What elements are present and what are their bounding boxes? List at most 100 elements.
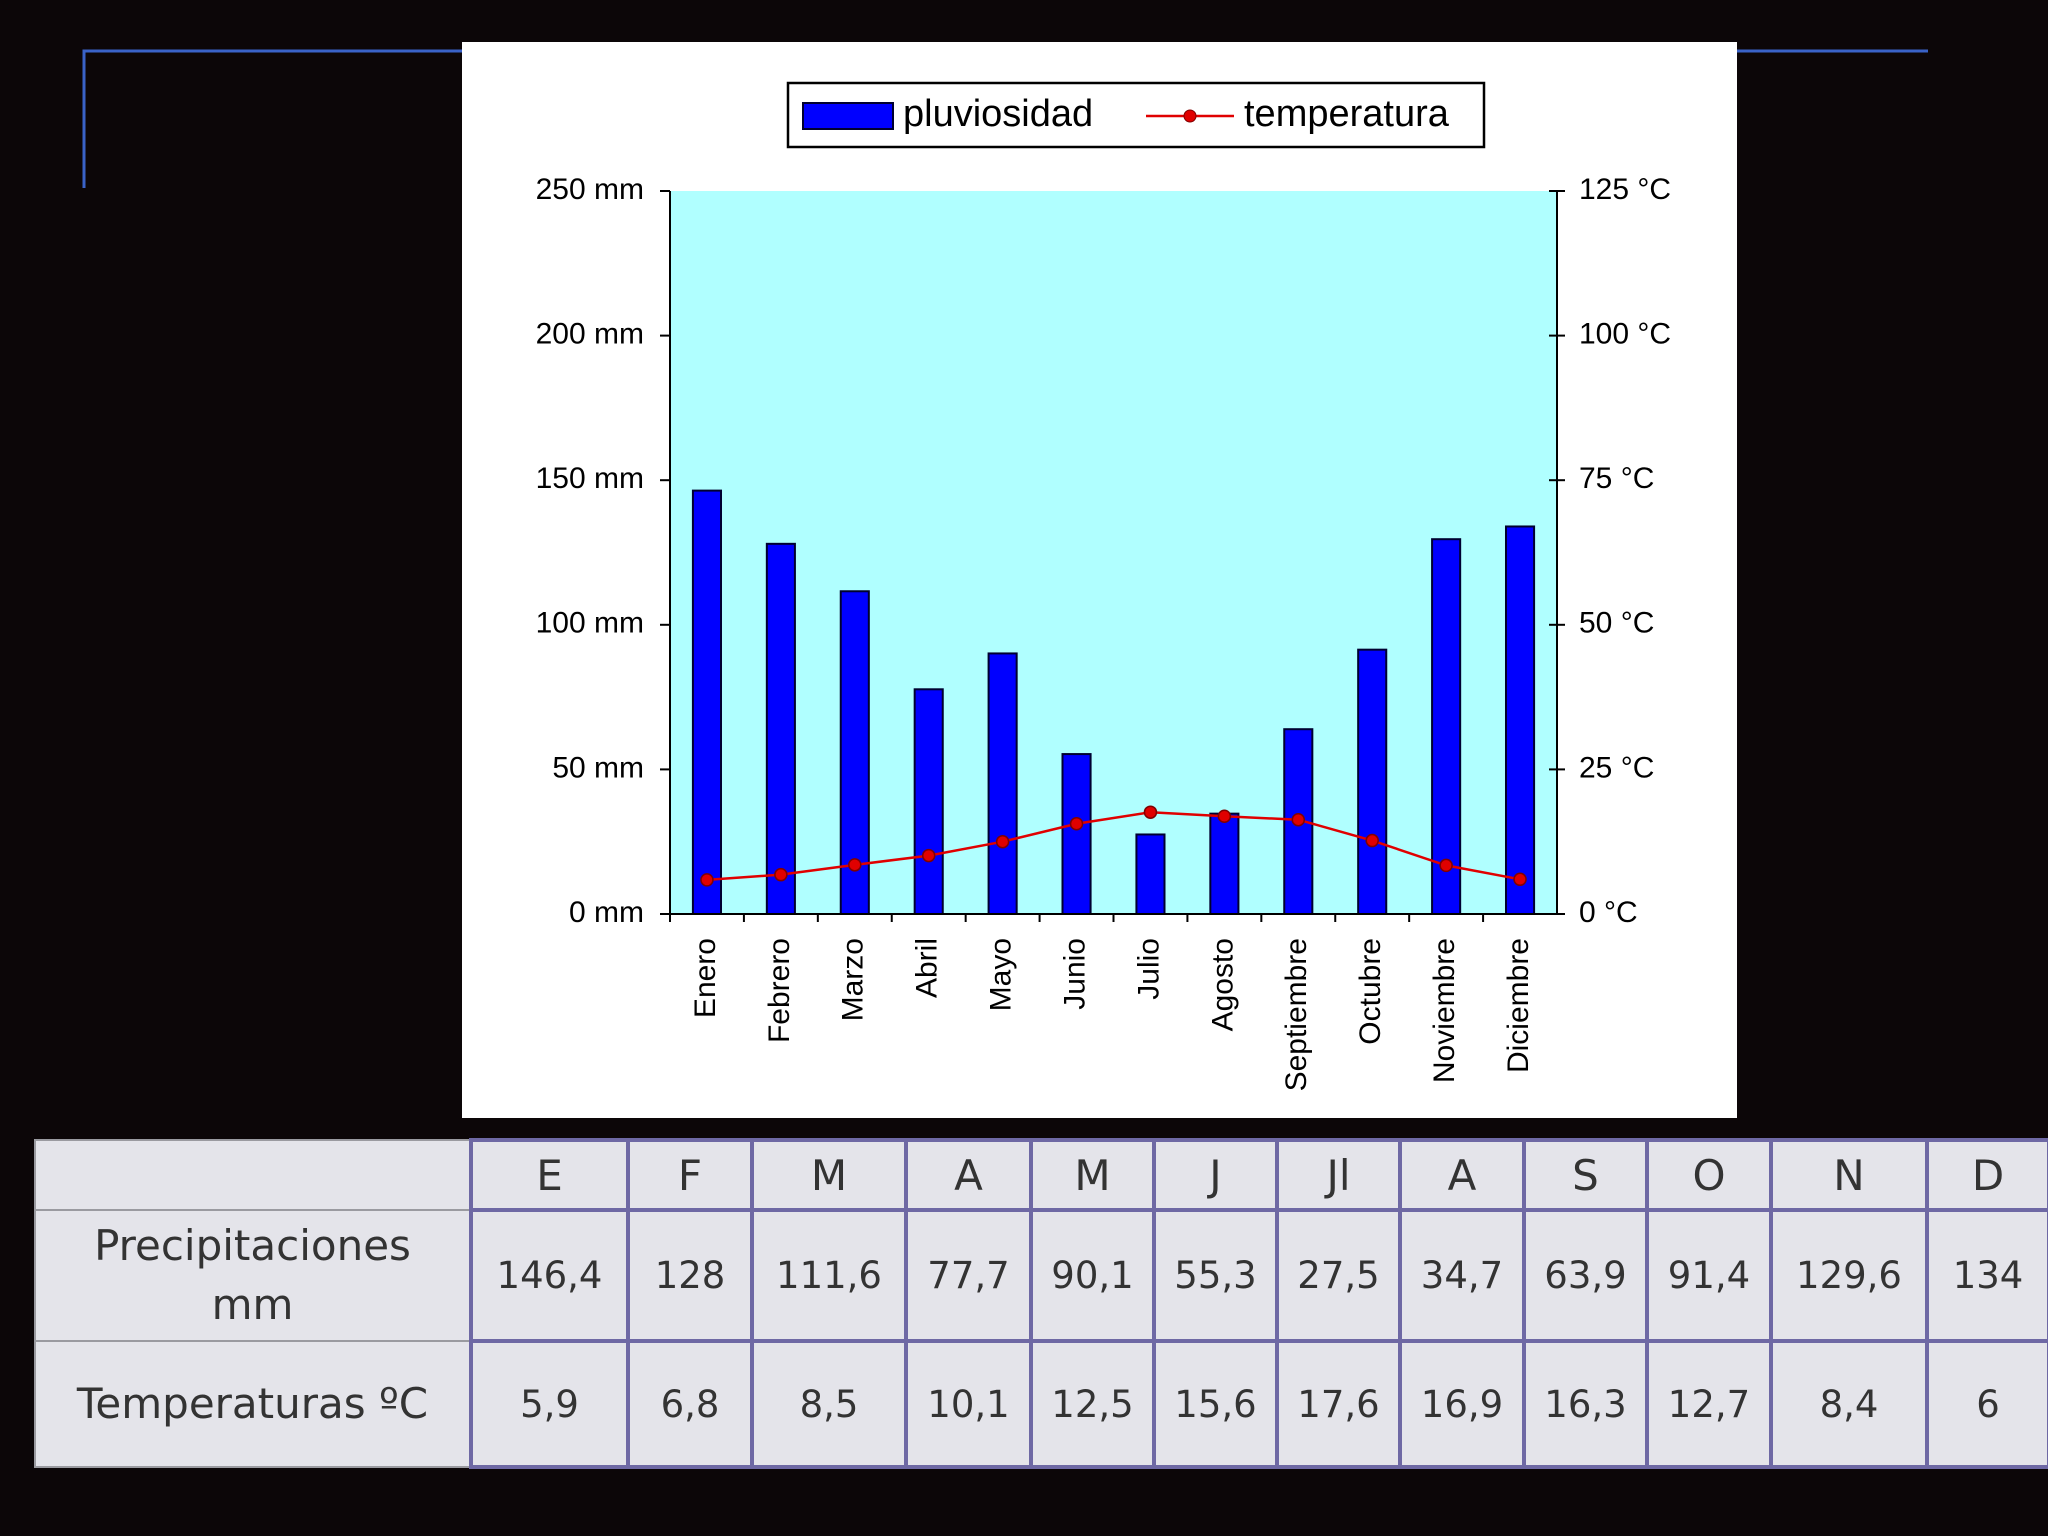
data-cell: 111,6 (750, 1208, 908, 1343)
y-tick-label: 150 mm (536, 462, 644, 495)
legend-label: pluviosidad (903, 93, 1093, 135)
data-cell-text: 90,1 (1051, 1254, 1134, 1297)
y2-tick-label: 75 °C (1579, 462, 1654, 495)
y2-tick-label: 125 °C (1579, 173, 1671, 206)
chart: 0 mm 50 mm 100 mm 150 mm 200 mm 250 mm 0 °C 25 … (462, 42, 1737, 1118)
data-cell: 129,6 (1769, 1208, 1929, 1343)
x-tick-label: Junio (1058, 938, 1091, 1010)
data-cell: 8,4 (1769, 1339, 1929, 1469)
data-row: Temperaturas ºC 5,9 6,8 8,5 10,1 12,5 15,6 17,6… (34, 1339, 2048, 1469)
data-cell-text: 6 (1976, 1382, 2000, 1426)
legend-box (786, 81, 1486, 149)
bar (1135, 833, 1166, 915)
data-cell-text: 12,5 (1051, 1382, 1134, 1426)
y-tick-label: 0 mm (569, 896, 644, 929)
x-tick-label: Agosto (1206, 938, 1239, 1031)
line-marker (774, 867, 788, 882)
data-cell-text: 134 (1952, 1254, 2024, 1297)
bar (765, 542, 796, 915)
data-cell: 55,3 (1152, 1208, 1279, 1343)
legend-marker (1183, 109, 1197, 123)
data-cell: 63,9 (1522, 1208, 1649, 1343)
data-cell: 77,7 (904, 1208, 1033, 1343)
legend-label: temperatura (1244, 93, 1450, 135)
data-cell-text: 34,7 (1420, 1254, 1504, 1297)
bar (1357, 648, 1388, 915)
row-header: Precipitaciones mm (34, 1209, 472, 1342)
header-cell: Jl (1275, 1138, 1402, 1212)
legend-swatch (802, 102, 894, 130)
y2-tick-label: 0 °C (1579, 896, 1638, 929)
line-marker (700, 873, 714, 887)
data-cell-text: 129,6 (1796, 1254, 1902, 1297)
header-cell-text: S (1572, 1150, 1599, 1200)
line-marker (1143, 805, 1158, 819)
data-cell: 90,1 (1029, 1208, 1156, 1343)
header-cell: F (626, 1138, 754, 1212)
data-cell-text: 8,5 (799, 1382, 859, 1426)
y2-tick-label: 25 °C (1579, 751, 1654, 784)
legend: pluviosidad temperatura (786, 81, 1486, 149)
data-cell-text: 27,5 (1297, 1254, 1380, 1297)
header-cell: J (1152, 1138, 1279, 1212)
x-tick-label: Noviembre (1428, 938, 1461, 1083)
data-cell: 134 (1925, 1208, 2048, 1343)
y2-tick-label: 100 °C (1579, 318, 1671, 351)
line (706, 810, 1521, 882)
header-cell: N (1769, 1138, 1929, 1212)
line-marker (1069, 817, 1084, 831)
header-cell: E (469, 1138, 630, 1212)
data-cell: 6,8 (626, 1339, 754, 1469)
x-tick-label: Enero (689, 938, 722, 1018)
data-cell-text: 16,3 (1544, 1382, 1627, 1426)
data-cell-text: 10,1 (927, 1382, 1010, 1426)
data-cell-text: 12,7 (1667, 1382, 1751, 1426)
y-tick-label: 100 mm (536, 607, 644, 640)
data-cell: 8,5 (750, 1339, 908, 1469)
bar (1209, 812, 1240, 915)
data-cell: 91,4 (1645, 1208, 1773, 1343)
data-cell-text: 146,4 (496, 1254, 603, 1297)
bar (1431, 538, 1462, 915)
line-marker (1365, 833, 1379, 848)
header-cell: D (1925, 1138, 2048, 1212)
bar (913, 688, 944, 916)
data-row: Precipitaciones mm 146,4 128 111,6 77,7 90,1 5… (34, 1208, 2048, 1343)
line-marker (1217, 809, 1232, 824)
line-marker (995, 834, 1010, 849)
header-cell-text: Jl (1326, 1150, 1351, 1200)
data-cell: 27,5 (1275, 1208, 1402, 1343)
corner-cell (34, 1139, 472, 1211)
header-cell: M (1029, 1138, 1156, 1212)
data-cell-text: 6,8 (660, 1382, 720, 1426)
header-cell-text: E (536, 1150, 563, 1200)
header-cell: M (750, 1138, 908, 1212)
data-cell-text: 17,6 (1297, 1382, 1380, 1426)
data-cell: 34,7 (1398, 1208, 1526, 1343)
header-cell-text: A (1447, 1150, 1477, 1200)
x-tick-label: Abril (911, 938, 944, 998)
line-marker (921, 848, 936, 863)
header-cell-text: A (954, 1150, 983, 1200)
header-cell-text: J (1209, 1150, 1222, 1200)
line-marker (1291, 812, 1306, 827)
data-cell-text: 55,3 (1174, 1254, 1257, 1297)
x-tick-label: Marzo (837, 938, 870, 1021)
x-tick-label: Diciembre (1502, 938, 1535, 1073)
header-cell-text: N (1833, 1150, 1865, 1200)
data-cell: 16,3 (1522, 1339, 1649, 1469)
header-cell: A (904, 1138, 1033, 1212)
header-cell-text: D (1971, 1150, 2005, 1200)
data-cell-text: 8,4 (1819, 1382, 1879, 1426)
header-cell-text: M (810, 1150, 848, 1200)
row-header: Temperaturas ºC (34, 1340, 472, 1468)
data-cell: 15,6 (1152, 1339, 1279, 1469)
line-marker (848, 858, 862, 872)
data-cell: 12,5 (1029, 1339, 1156, 1469)
header-cell: A (1398, 1138, 1526, 1212)
y-tick-label: 50 mm (552, 751, 644, 784)
data-cell-text: 5,9 (520, 1382, 579, 1426)
bar (987, 652, 1018, 915)
data-cell: 16,9 (1398, 1339, 1526, 1469)
data-cell-text: 16,9 (1420, 1382, 1504, 1426)
